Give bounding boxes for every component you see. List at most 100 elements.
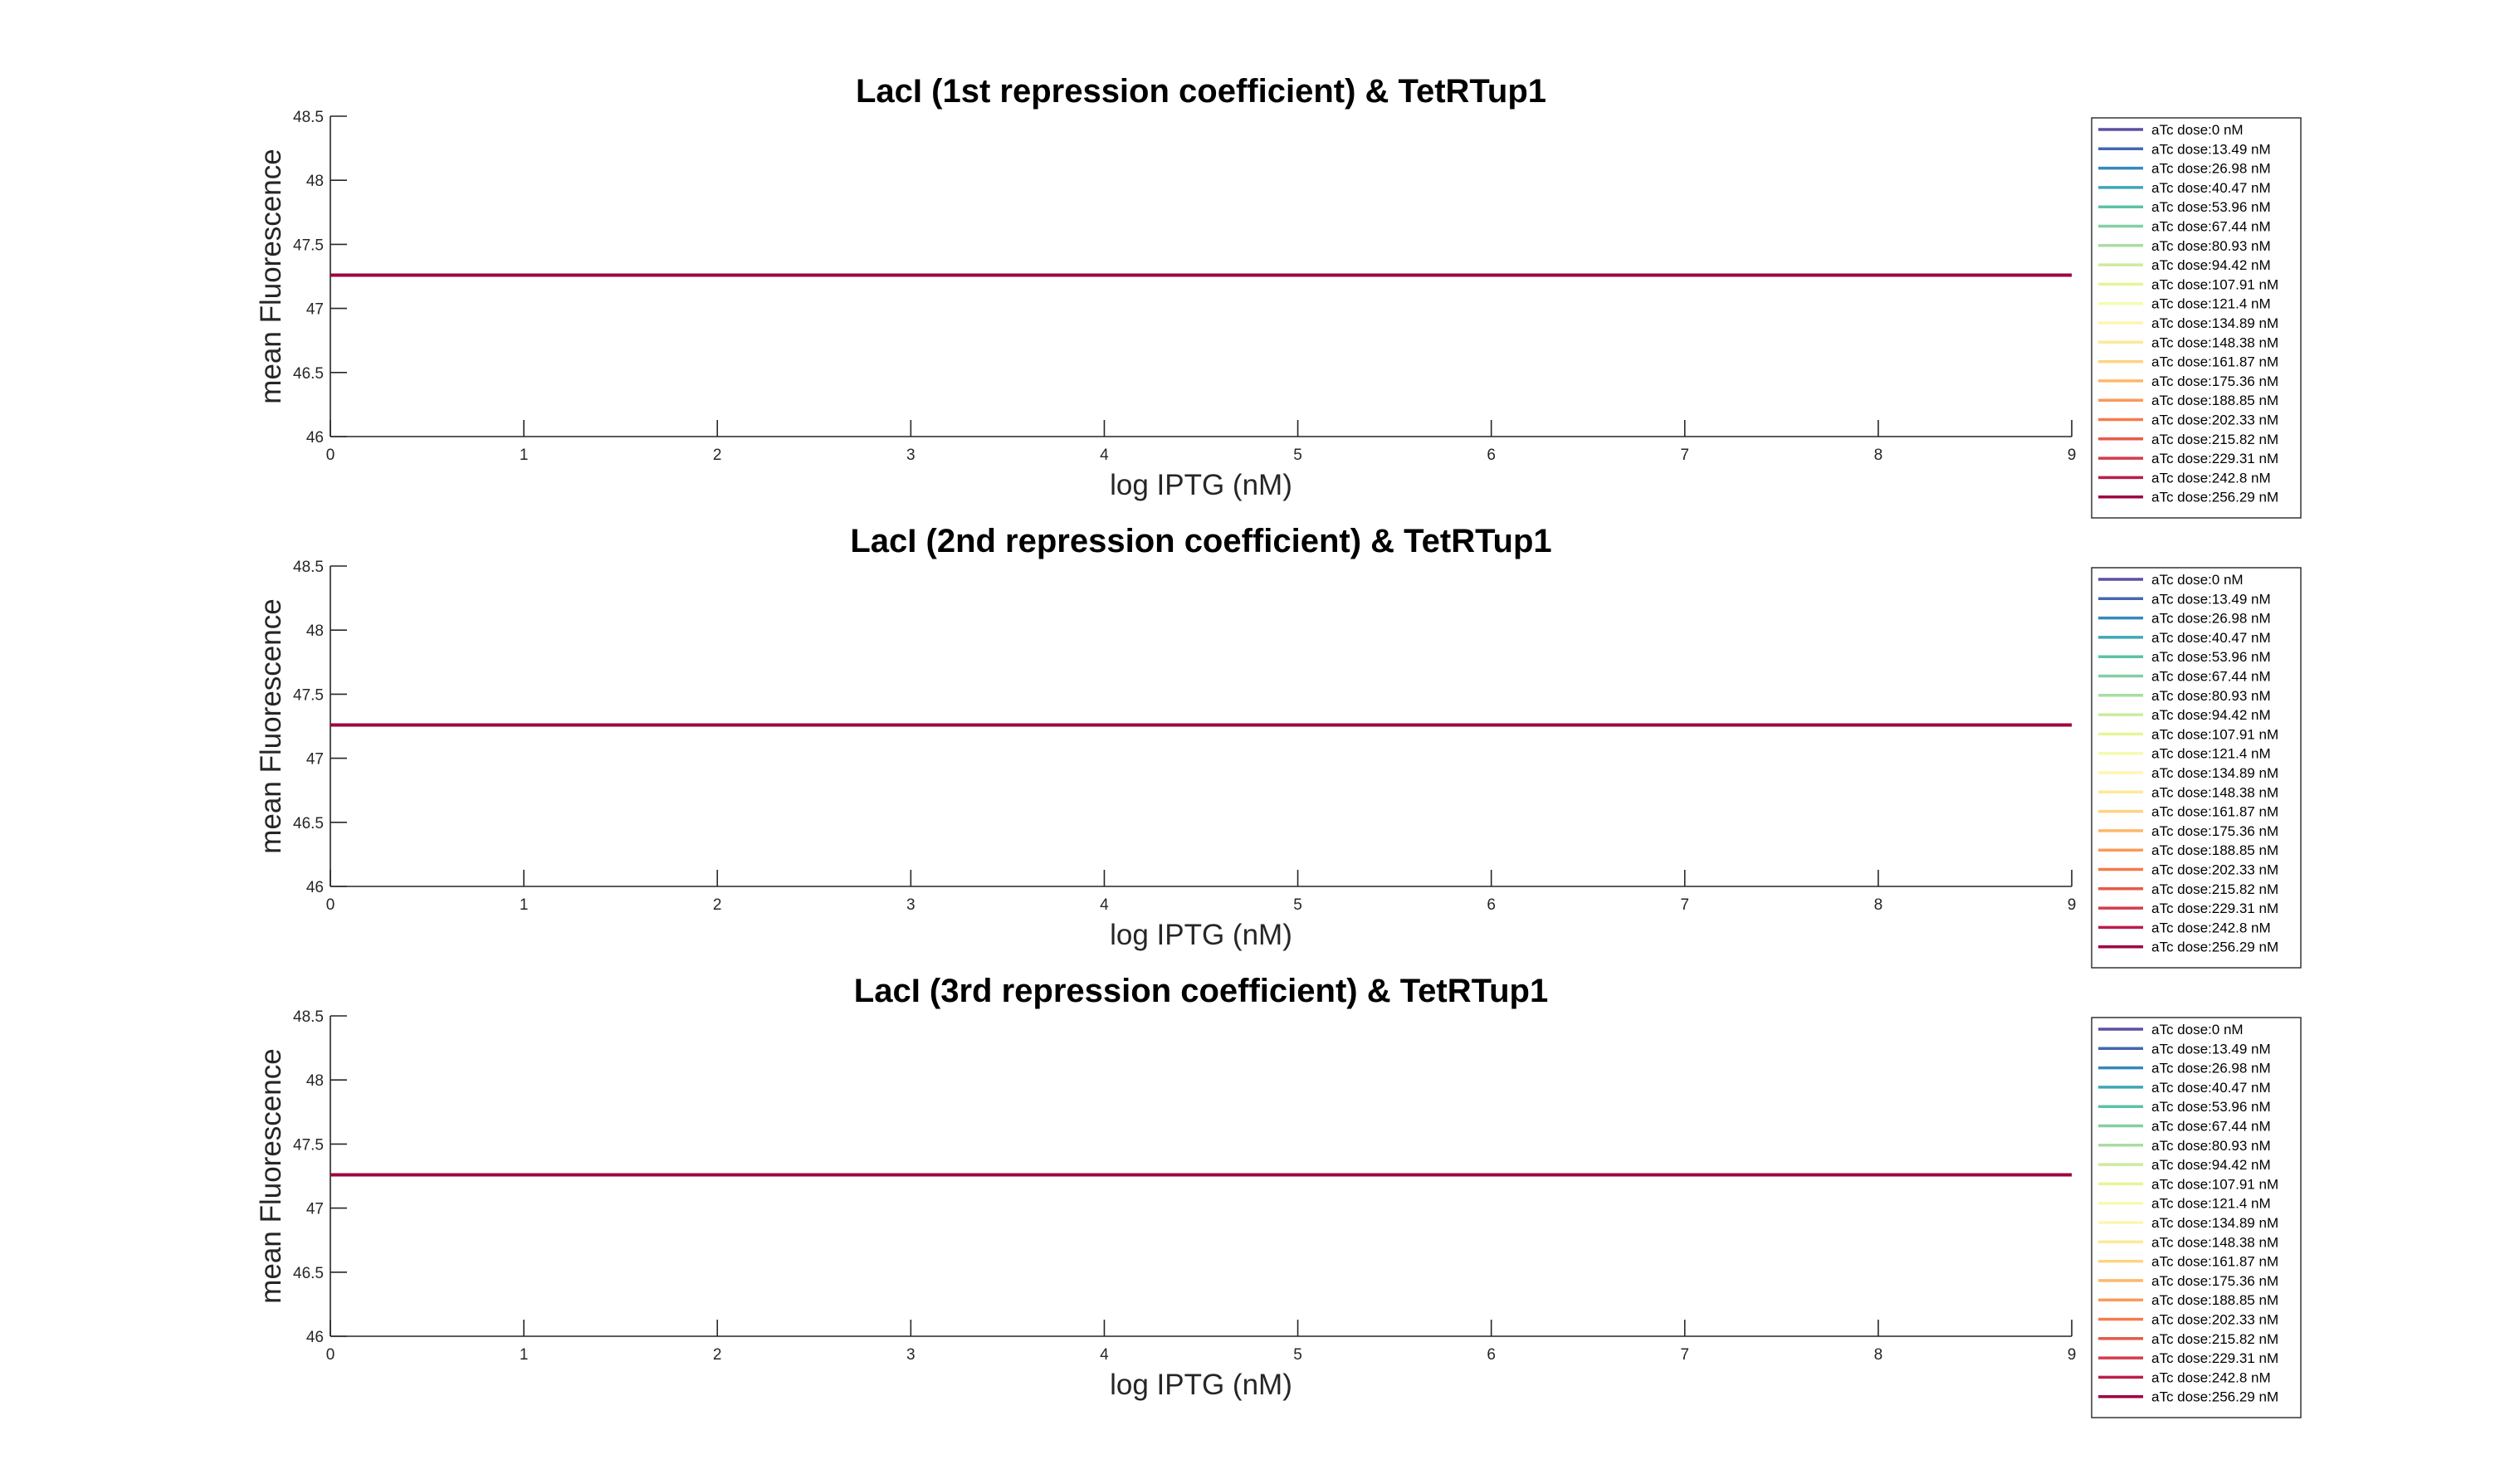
y-tick-label: 46.5 — [293, 365, 324, 383]
legend-entry: aTc dose:40.47 nM — [2151, 630, 2271, 646]
legend-entry: aTc dose:148.38 nM — [2151, 784, 2278, 800]
legend-entry: aTc dose:53.96 nM — [2151, 199, 2271, 215]
y-tick-label: 47 — [306, 301, 324, 319]
legend-box — [2091, 117, 2302, 519]
y-tick-label: 48.5 — [293, 559, 324, 576]
y-tick-label: 47.5 — [293, 1136, 324, 1154]
legend-entry: aTc dose:175.36 nM — [2151, 823, 2278, 839]
legend-entry: aTc dose:161.87 nM — [2151, 354, 2278, 370]
legend-entry: aTc dose:67.44 nM — [2151, 1119, 2271, 1135]
legend-entry: aTc dose:242.8 nM — [2151, 1369, 2271, 1385]
y-tick-label: 47.5 — [293, 237, 324, 254]
y-tick-label: 48 — [306, 1072, 324, 1090]
y-tick-label: 47 — [306, 1201, 324, 1218]
legend-entry: aTc dose:26.98 nM — [2151, 611, 2271, 627]
x-tick-label: 3 — [906, 447, 916, 464]
x-tick-label: 3 — [906, 896, 916, 914]
legend-entry: aTc dose:256.29 nM — [2151, 490, 2278, 505]
legend-entry: aTc dose:0 nM — [2151, 1022, 2244, 1037]
legend-entry: aTc dose:134.89 nM — [2151, 1215, 2278, 1231]
legend-entry: aTc dose:107.91 nM — [2151, 276, 2278, 292]
legend-entry: aTc dose:94.42 nM — [2151, 257, 2271, 273]
y-tick-label: 47 — [306, 751, 324, 769]
x-tick-label: 1 — [520, 1346, 529, 1364]
y-axis-label: mean Fluorescence — [255, 598, 287, 853]
legend-entry: aTc dose:13.49 nM — [2151, 1041, 2271, 1057]
x-tick-label: 6 — [1487, 447, 1496, 464]
legend-entry: aTc dose:188.85 nM — [2151, 393, 2278, 408]
x-tick-label: 6 — [1487, 896, 1496, 914]
legend-entry: aTc dose:229.31 nM — [2151, 1350, 2278, 1366]
legend-entry: aTc dose:161.87 nM — [2151, 804, 2278, 820]
x-tick-label: 6 — [1487, 1346, 1496, 1364]
legend-entry: aTc dose:175.36 nM — [2151, 1273, 2278, 1289]
legend-entry: aTc dose:148.38 nM — [2151, 1234, 2278, 1250]
legend-entry: aTc dose:13.49 nM — [2151, 141, 2271, 157]
legend-entry: aTc dose:229.31 nM — [2151, 451, 2278, 466]
x-tick-label: 0 — [326, 896, 335, 914]
legend-box — [2091, 1017, 2302, 1418]
legend-entry: aTc dose:215.82 nM — [2151, 881, 2278, 897]
legend-entry: aTc dose:134.89 nM — [2151, 315, 2278, 331]
chart-panel-3: LacI (3rd repression coefficient) & TetR… — [255, 973, 2302, 1418]
x-tick-label: 8 — [1874, 447, 1883, 464]
legend-entry: aTc dose:13.49 nM — [2151, 591, 2271, 607]
y-tick-label: 48 — [306, 622, 324, 640]
x-tick-label: 9 — [2068, 447, 2077, 464]
legend-entry: aTc dose:215.82 nM — [2151, 1331, 2278, 1347]
x-tick-label: 5 — [1293, 896, 1302, 914]
legend-entry: aTc dose:53.96 nM — [2151, 649, 2271, 665]
legend-entry: aTc dose:121.4 nM — [2151, 296, 2271, 312]
legend-entry: aTc dose:161.87 nM — [2151, 1254, 2278, 1270]
legend: aTc dose:0 nM aTc dose:13.49 nM aTc dose:2… — [2091, 1017, 2302, 1418]
x-tick-label: 0 — [326, 1346, 335, 1364]
y-tick-label: 46 — [306, 879, 324, 896]
legend-box — [2091, 567, 2302, 969]
x-tick-label: 2 — [713, 447, 722, 464]
x-tick-label: 1 — [520, 896, 529, 914]
chart-title: LacI (1st repression coefficient) & TetR… — [856, 73, 1546, 110]
legend-entry: aTc dose:0 nM — [2151, 122, 2244, 138]
legend-entry: aTc dose:53.96 nM — [2151, 1099, 2271, 1115]
y-tick-label: 47.5 — [293, 686, 324, 704]
x-tick-label: 7 — [1680, 1346, 1689, 1364]
legend-entry: aTc dose:188.85 nM — [2151, 842, 2278, 858]
x-tick-label: 9 — [2068, 1346, 2077, 1364]
x-axis-label: log IPTG (nM) — [1110, 919, 1292, 951]
y-tick-label: 46 — [306, 1329, 324, 1346]
legend-entry: aTc dose:80.93 nM — [2151, 688, 2271, 704]
legend-entry: aTc dose:26.98 nM — [2151, 1061, 2271, 1076]
y-tick-label: 46 — [306, 429, 324, 447]
legend-entry: aTc dose:107.91 nM — [2151, 1176, 2278, 1192]
x-tick-label: 2 — [713, 896, 722, 914]
legend: aTc dose:0 nM aTc dose:13.49 nM aTc dose:2… — [2091, 117, 2302, 519]
x-tick-label: 2 — [713, 1346, 722, 1364]
chart-panel-1: LacI (1st repression coefficient) & TetR… — [255, 73, 2302, 519]
legend-entry: aTc dose:121.4 nM — [2151, 1196, 2271, 1212]
x-tick-label: 1 — [520, 447, 529, 464]
y-axis-label: mean Fluorescence — [255, 149, 287, 403]
legend-entry: aTc dose:175.36 nM — [2151, 373, 2278, 389]
x-tick-label: 4 — [1100, 1346, 1109, 1364]
legend-entry: aTc dose:121.4 nM — [2151, 746, 2271, 762]
legend-entry: aTc dose:94.42 nM — [2151, 1157, 2271, 1173]
y-tick-label: 46.5 — [293, 815, 324, 832]
legend-entry: aTc dose:107.91 nM — [2151, 726, 2278, 742]
legend-entry: aTc dose:40.47 nM — [2151, 1080, 2271, 1096]
x-tick-label: 5 — [1293, 1346, 1302, 1364]
legend-entry: aTc dose:242.8 nM — [2151, 920, 2271, 935]
legend-entry: aTc dose:0 nM — [2151, 572, 2244, 588]
legend: aTc dose:0 nM aTc dose:13.49 nM aTc dose:2… — [2091, 567, 2302, 969]
x-tick-label: 0 — [326, 447, 335, 464]
x-tick-label: 5 — [1293, 447, 1302, 464]
chart-panel-2: LacI (2nd repression coefficient) & TetR… — [255, 523, 2302, 969]
legend-entry: aTc dose:215.82 nM — [2151, 432, 2278, 447]
x-axis-label: log IPTG (nM) — [1110, 1369, 1292, 1401]
legend-entry: aTc dose:256.29 nM — [2151, 940, 2278, 955]
legend-entry: aTc dose:26.98 nM — [2151, 161, 2271, 177]
legend-entry: aTc dose:67.44 nM — [2151, 669, 2271, 685]
legend-entry: aTc dose:67.44 nM — [2151, 219, 2271, 235]
x-tick-label: 4 — [1100, 896, 1109, 914]
legend-entry: aTc dose:188.85 nM — [2151, 1292, 2278, 1308]
